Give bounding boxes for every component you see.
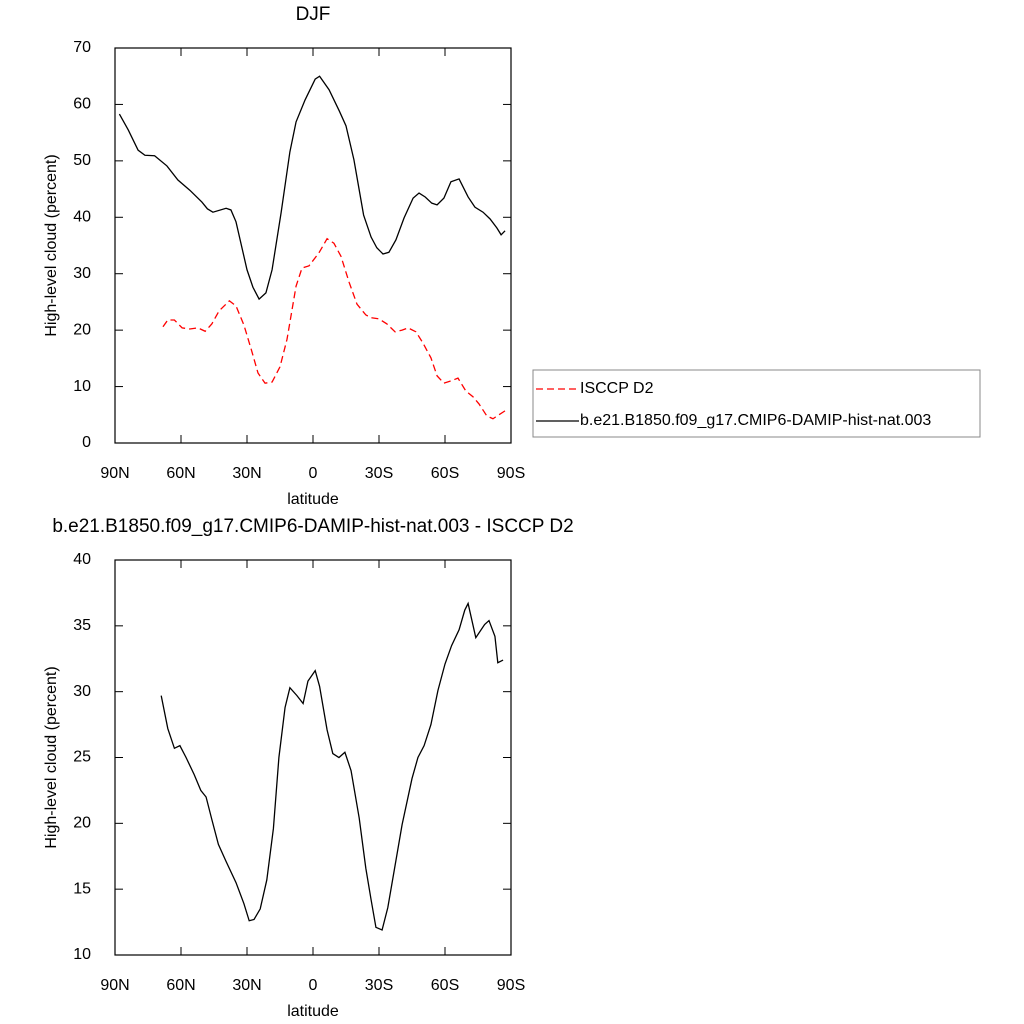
plot-frame (114, 47, 512, 444)
y-tick-label: 60 (73, 96, 91, 113)
x-tick-label: 0 (309, 977, 318, 994)
x-tick-label: 30N (232, 465, 261, 482)
data-line (118, 75, 506, 301)
chart-title: b.e21.B1850.f09_g17.CMIP6-DAMIP-hist-nat… (52, 516, 573, 537)
x-axis-label: latitude (287, 1003, 339, 1020)
x-tick-label: 90S (497, 977, 525, 994)
y-axis-label: High-level cloud (percent) (43, 666, 60, 848)
y-tick-label: 30 (73, 683, 91, 700)
x-tick-label: 0 (309, 465, 318, 482)
x-tick-label: 60S (431, 465, 459, 482)
legend-label: ISCCP D2 (580, 380, 654, 397)
y-tick-label: 20 (73, 815, 91, 832)
chart-title: DJF (296, 4, 331, 25)
x-tick-label: 90N (100, 465, 129, 482)
x-tick-label: 90S (497, 465, 525, 482)
x-tick-label: 60N (166, 465, 195, 482)
legend-label: b.e21.B1850.f09_g17.CMIP6-DAMIP-hist-nat… (580, 412, 931, 429)
y-tick-label: 25 (73, 749, 91, 766)
data-line (160, 601, 504, 931)
y-tick-label: 70 (73, 39, 91, 56)
y-tick-label: 10 (73, 946, 91, 963)
x-tick-label: 60S (431, 977, 459, 994)
x-tick-label: 30N (232, 977, 261, 994)
data-line (162, 237, 506, 420)
plot-frame (114, 559, 512, 956)
y-axis-label: High-level cloud (percent) (43, 154, 60, 336)
x-tick-label: 30S (365, 977, 393, 994)
y-tick-label: 30 (73, 265, 91, 282)
y-tick-label: 35 (73, 617, 91, 634)
y-tick-label: 0 (82, 434, 91, 451)
y-tick-label: 15 (73, 880, 91, 897)
x-tick-label: 30S (365, 465, 393, 482)
y-tick-label: 50 (73, 152, 91, 169)
legend-box (532, 369, 981, 438)
x-axis-label: latitude (287, 491, 339, 508)
x-tick-label: 60N (166, 977, 195, 994)
y-tick-label: 40 (73, 551, 91, 568)
y-tick-label: 40 (73, 209, 91, 226)
x-tick-label: 90N (100, 977, 129, 994)
y-tick-label: 10 (73, 378, 91, 395)
y-tick-label: 20 (73, 321, 91, 338)
